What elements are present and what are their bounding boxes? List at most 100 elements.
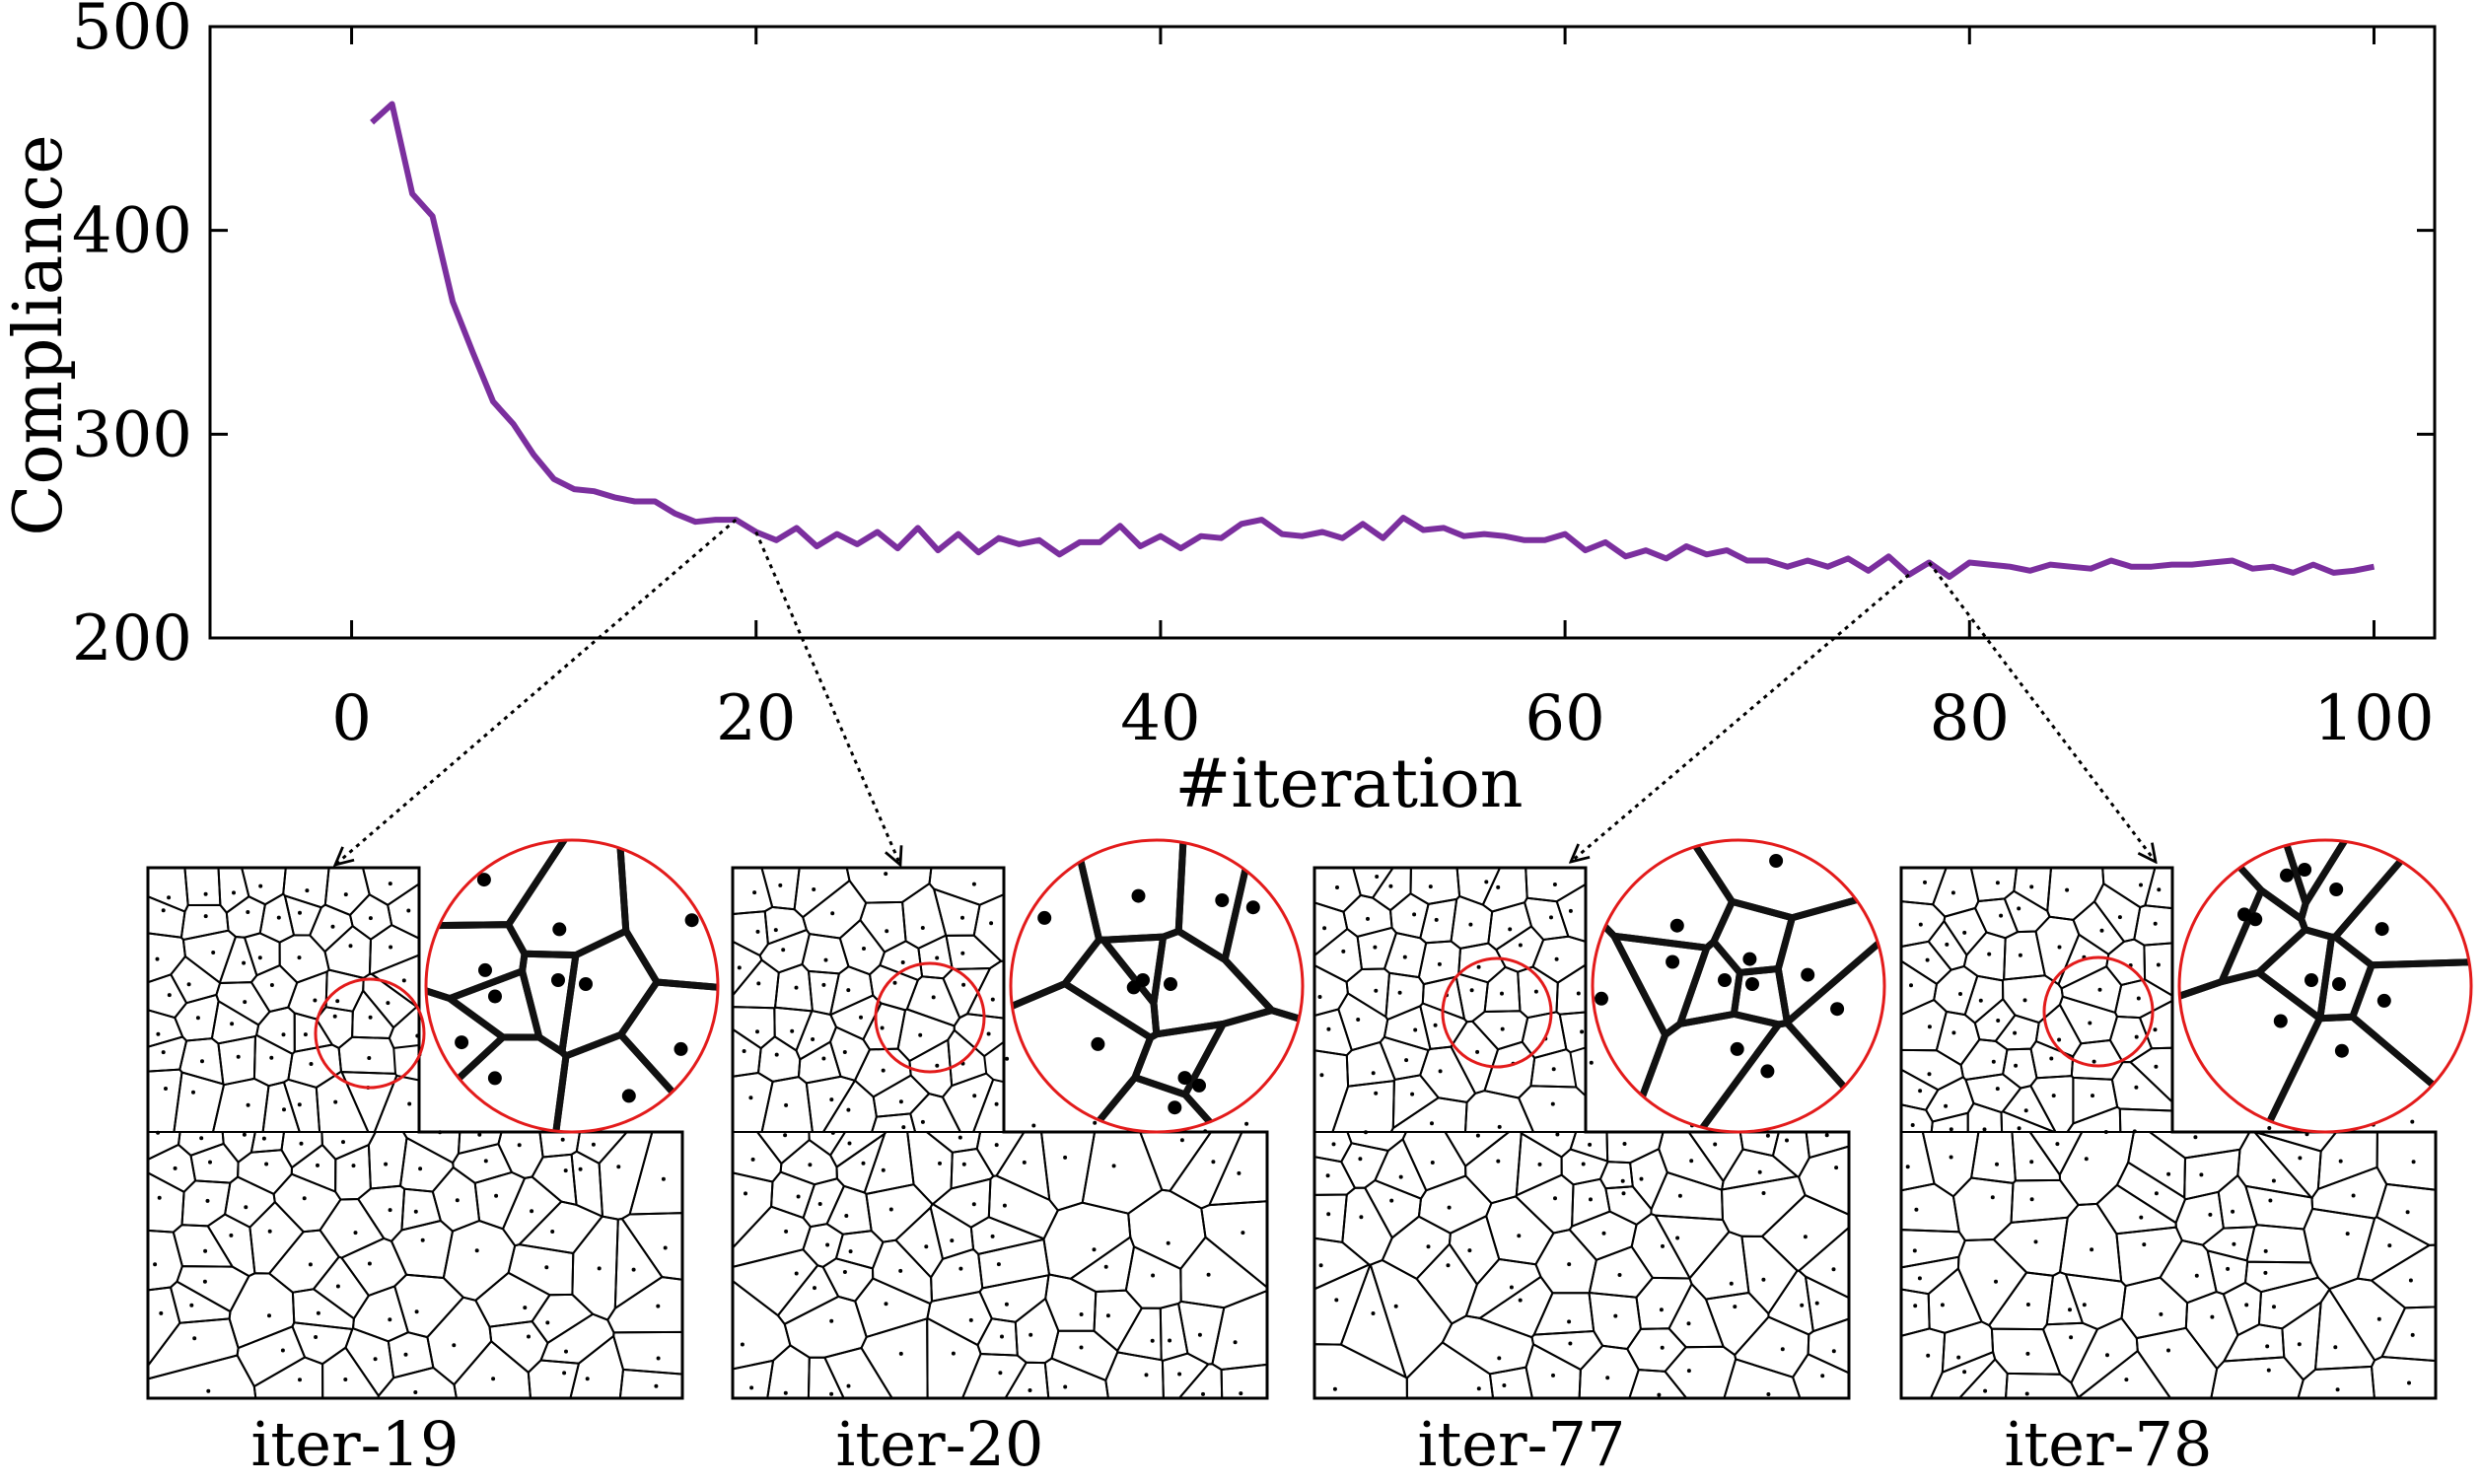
seed-point	[2134, 1085, 2139, 1090]
voronoi-cell	[1371, 867, 1412, 912]
seed-point	[1820, 1374, 1825, 1378]
seed-point	[2139, 1215, 2144, 1220]
seed-point	[971, 1202, 976, 1207]
voronoi-cell	[732, 867, 774, 916]
seed-point	[406, 908, 411, 913]
seed-point	[1686, 1321, 1691, 1326]
seed-point	[1982, 1127, 1987, 1132]
voronoi-cell	[971, 1078, 1005, 1133]
voronoi-cell	[1650, 1170, 1725, 1222]
seed-point	[474, 1248, 479, 1253]
seed-point	[778, 883, 783, 887]
seed-point	[1949, 1127, 1953, 1132]
seed-point	[313, 998, 318, 1003]
seed-point	[2408, 1278, 2413, 1283]
zoom-inset-mesh	[2179, 840, 2471, 1132]
voronoi-cell	[2110, 1061, 2173, 1112]
voronoi-cell	[211, 1077, 270, 1133]
voronoi-cell	[1956, 1357, 2009, 1399]
seed-point	[199, 1136, 204, 1141]
voronoi-cell	[2252, 1131, 2322, 1200]
seed-point	[1552, 883, 1557, 886]
zoom-region-circle	[874, 961, 986, 1074]
seed-point	[2268, 1198, 2273, 1203]
voronoi-cell	[248, 1200, 306, 1275]
seed-point	[1103, 1264, 1108, 1269]
voronoi-cell	[1351, 867, 1395, 899]
seed-point	[1446, 1263, 1451, 1268]
seed-point	[314, 1335, 319, 1339]
seed-point	[1430, 1161, 1435, 1165]
seed-point	[884, 872, 888, 877]
voronoi-cell	[926, 1316, 982, 1399]
voronoi-cell	[2057, 933, 2110, 990]
seed-point	[189, 1303, 194, 1307]
seed-point	[258, 883, 263, 888]
zoom-inset-seed	[1131, 888, 1146, 903]
seed-point	[1555, 1132, 1560, 1137]
seed-point	[900, 960, 905, 964]
seed-point	[343, 1378, 348, 1381]
voronoi-cell	[1441, 1314, 1535, 1376]
zoom-inset	[2177, 838, 2473, 1134]
voronoi-cell	[388, 1005, 420, 1049]
voronoi-cell	[606, 1276, 683, 1334]
seed-point	[1404, 1058, 1409, 1063]
voronoi-cell	[1555, 883, 1587, 944]
voronoi-cell	[2011, 1131, 2062, 1182]
seed-point	[591, 1142, 596, 1147]
seed-point	[2156, 962, 2161, 967]
seed-point	[491, 1377, 496, 1381]
seed-point	[821, 982, 826, 987]
seed-point	[1398, 1174, 1403, 1179]
seed-point	[195, 1016, 200, 1021]
seed-point	[2333, 1345, 2338, 1350]
seed-point	[1780, 1347, 1785, 1352]
seed-point	[1617, 1273, 1622, 1277]
voronoi-cell	[173, 1071, 226, 1133]
seed-point	[823, 957, 828, 962]
seed-point	[230, 1022, 235, 1026]
seed-point	[1950, 890, 1955, 895]
seed-point	[1341, 949, 1346, 954]
seed-point	[1661, 1243, 1665, 1248]
voronoi-cell	[321, 1346, 380, 1399]
seed-point	[2139, 883, 2143, 887]
seed-point	[1553, 1196, 1557, 1201]
voronoi-cell	[732, 940, 763, 999]
voronoi-cell	[2135, 1326, 2219, 1399]
seed-point	[308, 1262, 313, 1267]
voronoi-mesh	[1899, 866, 2438, 1400]
voronoi-cell	[865, 1183, 934, 1243]
zoom-inset-seed	[2280, 868, 2294, 883]
voronoi-cell	[1464, 1257, 1542, 1319]
seed-point	[2024, 1391, 2029, 1396]
voronoi-cell	[2245, 1224, 2312, 1264]
seed-point	[884, 1302, 888, 1307]
panel-label: iter-77	[1418, 1408, 1626, 1480]
seed-point	[2153, 1027, 2158, 1032]
zoom-inset-seed	[2237, 907, 2251, 922]
seed-point	[656, 1356, 661, 1361]
seed-point	[1761, 1191, 1766, 1195]
seed-point	[367, 1261, 372, 1266]
seed-point	[203, 914, 208, 919]
voronoi-cell	[1933, 964, 1979, 1017]
seed-point	[2025, 1351, 2030, 1356]
zoom-region-circle	[2042, 955, 2155, 1068]
voronoi-cell	[1050, 1329, 1119, 1382]
seed-point	[1179, 1138, 1184, 1143]
seed-point	[888, 1207, 893, 1212]
seed-point	[229, 1233, 234, 1237]
seed-point	[2134, 1034, 2139, 1039]
compliance-series-line	[370, 101, 2376, 580]
seed-point	[1918, 1089, 1923, 1094]
axis-ticks	[210, 25, 2435, 640]
seed-point	[156, 1031, 161, 1036]
voronoi-cell	[1389, 1096, 1468, 1133]
voronoi-cell	[1935, 1010, 1981, 1067]
voronoi-cell	[217, 1034, 257, 1087]
voronoi-cell	[1313, 963, 1349, 1018]
seed-point	[781, 948, 786, 953]
seed-point	[1105, 1313, 1110, 1318]
